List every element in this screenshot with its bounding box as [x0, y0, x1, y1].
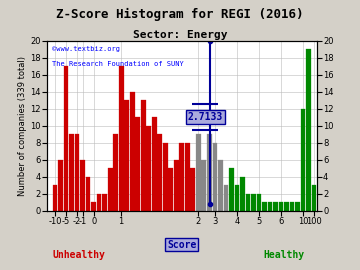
Bar	[135, 117, 140, 211]
Y-axis label: Number of companies (339 total): Number of companies (339 total)	[18, 56, 27, 195]
Text: Unhealthy: Unhealthy	[53, 250, 105, 260]
Bar	[152, 117, 157, 211]
Text: ©www.textbiz.org: ©www.textbiz.org	[52, 46, 120, 52]
Bar	[102, 194, 107, 211]
Text: Sector: Energy: Sector: Energy	[133, 30, 227, 40]
Bar	[196, 134, 201, 211]
Bar	[279, 202, 283, 211]
Bar	[190, 168, 195, 211]
Bar	[141, 100, 145, 211]
Bar	[207, 134, 212, 211]
Bar	[97, 194, 102, 211]
Bar	[284, 202, 289, 211]
Text: Healthy: Healthy	[264, 250, 305, 260]
Bar	[168, 168, 173, 211]
Bar	[179, 143, 184, 211]
Bar	[64, 66, 68, 211]
Bar	[262, 202, 267, 211]
Bar	[147, 126, 151, 211]
Bar	[301, 109, 305, 211]
Bar	[75, 134, 80, 211]
Bar	[119, 66, 123, 211]
Bar	[218, 160, 223, 211]
Bar	[257, 194, 261, 211]
Bar	[80, 160, 85, 211]
Bar	[53, 185, 57, 211]
Bar	[246, 194, 250, 211]
Bar	[202, 160, 206, 211]
Bar	[130, 92, 135, 211]
Bar	[91, 202, 96, 211]
Text: Score: Score	[167, 239, 197, 249]
Text: 2.7133: 2.7133	[188, 112, 223, 122]
Bar	[290, 202, 294, 211]
Bar	[267, 202, 272, 211]
Text: Z-Score Histogram for REGI (2016): Z-Score Histogram for REGI (2016)	[56, 8, 304, 21]
Bar	[306, 49, 311, 211]
Bar	[174, 160, 179, 211]
Bar	[235, 185, 239, 211]
Bar	[312, 185, 316, 211]
Bar	[224, 185, 228, 211]
Bar	[240, 177, 245, 211]
Bar	[295, 202, 300, 211]
Bar	[58, 160, 63, 211]
Bar	[251, 194, 256, 211]
Text: The Research Foundation of SUNY: The Research Foundation of SUNY	[52, 61, 184, 67]
Bar	[69, 134, 74, 211]
Bar	[185, 143, 190, 211]
Bar	[212, 143, 217, 211]
Bar	[113, 134, 118, 211]
Bar	[163, 143, 168, 211]
Bar	[108, 168, 113, 211]
Bar	[273, 202, 278, 211]
Bar	[124, 100, 129, 211]
Bar	[86, 177, 90, 211]
Bar	[157, 134, 162, 211]
Bar	[229, 168, 234, 211]
